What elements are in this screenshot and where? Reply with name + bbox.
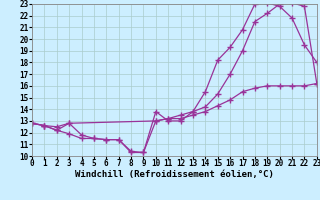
X-axis label: Windchill (Refroidissement éolien,°C): Windchill (Refroidissement éolien,°C) [75, 170, 274, 179]
